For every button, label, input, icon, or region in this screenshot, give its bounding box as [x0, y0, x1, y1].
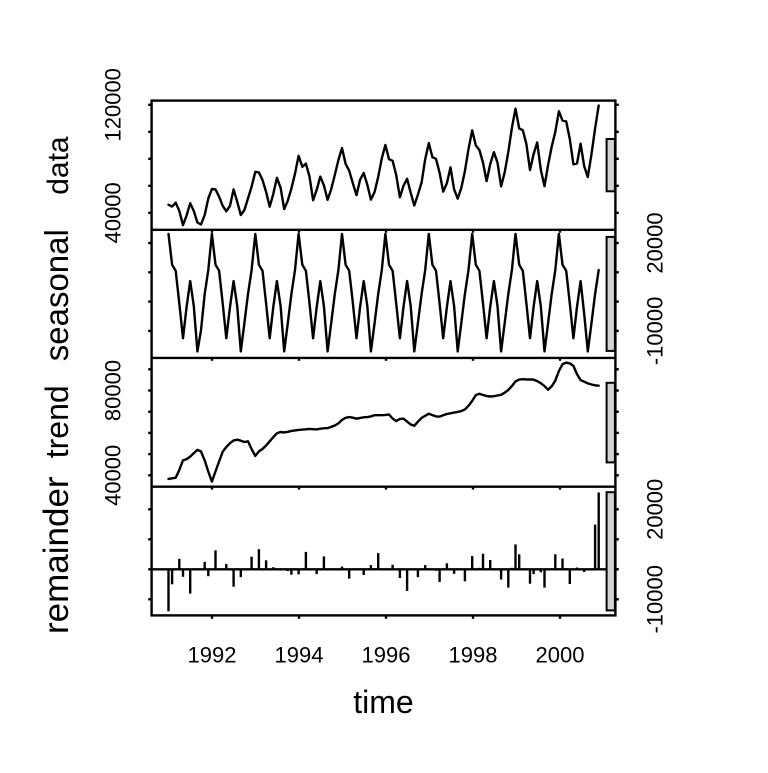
svg-text:-10000: -10000	[643, 297, 668, 366]
svg-text:1994: 1994	[275, 642, 324, 667]
svg-text:1992: 1992	[188, 642, 237, 667]
svg-text:2000: 2000	[536, 642, 585, 667]
svg-text:20000: 20000	[643, 212, 668, 273]
svg-text:remainder: remainder	[37, 476, 76, 634]
svg-text:40000: 40000	[101, 445, 126, 506]
svg-text:120000: 120000	[101, 68, 126, 141]
svg-text:40000: 40000	[101, 182, 126, 243]
svg-text:trend: trend	[39, 385, 75, 458]
svg-text:1998: 1998	[449, 642, 498, 667]
svg-text:time: time	[353, 684, 413, 720]
svg-text:seasonal: seasonal	[38, 229, 75, 361]
svg-text:20000: 20000	[643, 479, 668, 540]
svg-text:data: data	[42, 136, 75, 195]
svg-text:1996: 1996	[362, 642, 411, 667]
svg-text:-10000: -10000	[643, 565, 668, 634]
svg-text:80000: 80000	[101, 360, 126, 421]
